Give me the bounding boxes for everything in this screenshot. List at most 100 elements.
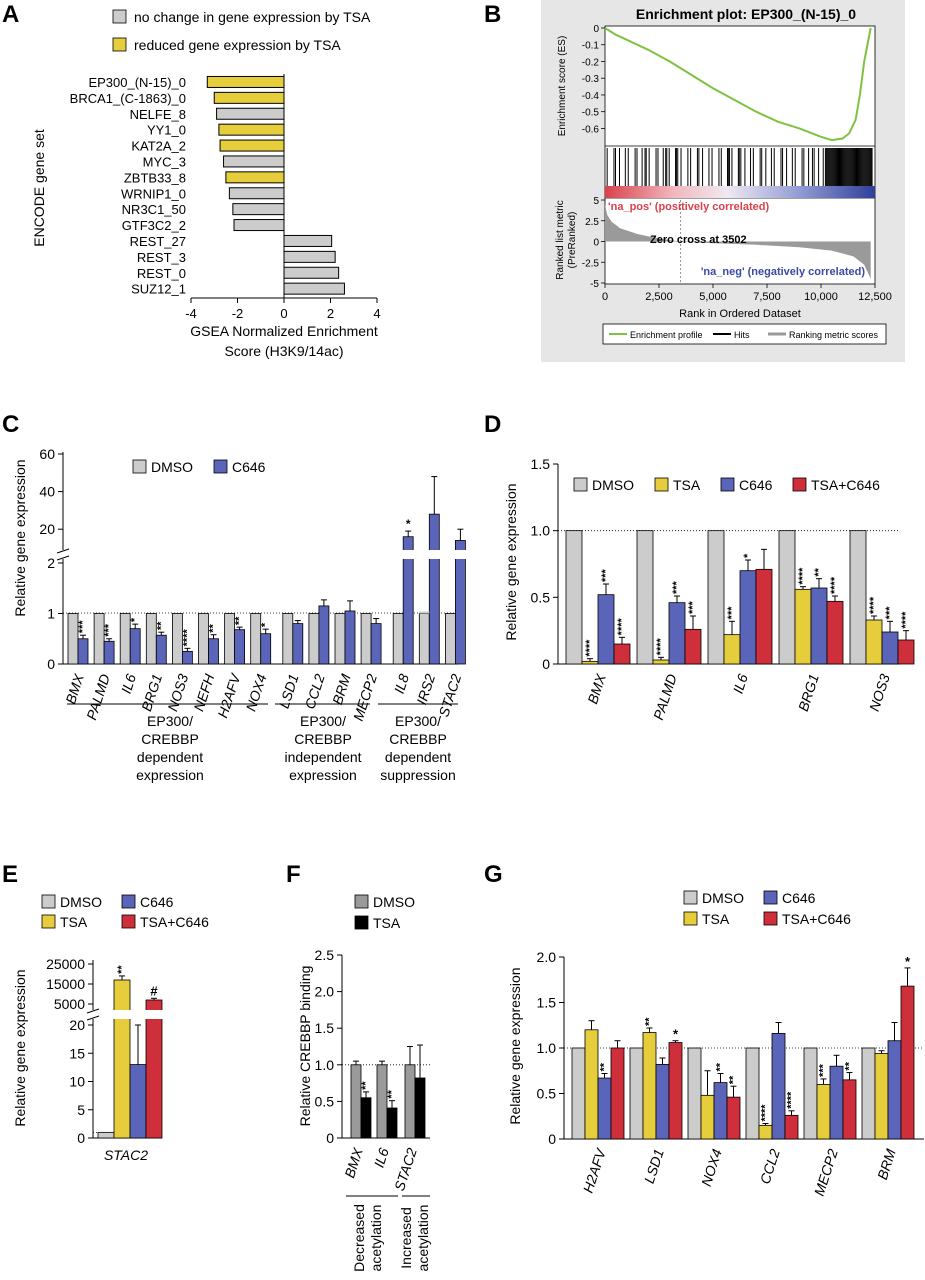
significance-tsa-brg1: **** [797, 567, 809, 585]
legend-swatch-c646 [720, 477, 735, 492]
category-label-il6: IL6 [371, 1146, 392, 1170]
bar-dmso-stac2 [444, 613, 456, 665]
legend-swatch-tsa-c646 [763, 911, 778, 926]
legend-label-metric: Ranking metric scores [789, 330, 879, 340]
significance-brg1: ** [155, 621, 167, 630]
bar-tsa-lsd1 [642, 1032, 657, 1140]
legend-swatch-dmso [41, 894, 56, 909]
metric-axis-label-line1: Ranked list metric [555, 200, 566, 279]
category-label-nox4: NOX4 [243, 672, 270, 713]
y-tick-label: 15 [69, 1045, 85, 1061]
metric-tick-label: -2.5 [582, 258, 600, 269]
bar-tsa-ccl2 [758, 1124, 773, 1140]
group-3-line4: suppression [380, 767, 456, 783]
legend-swatch-dmso [354, 894, 369, 909]
category-label-kat2a-2: KAT2A_2 [131, 139, 186, 154]
bar-c646-palmd [103, 640, 115, 665]
bar-tsa-bmx [581, 660, 599, 665]
group-3-line3: dependent [385, 749, 451, 765]
x-axis-label-line1: GSEA Normalized Enrichment [190, 323, 378, 339]
category-label-stac2: STAC2 [391, 1146, 420, 1193]
bar-c646-ccl2 [771, 1033, 786, 1140]
bar-tsa-c646-nos3 [897, 639, 915, 665]
group-1-line2: CREBBP [141, 731, 199, 747]
legend-label-tsa: TSA [702, 911, 730, 927]
bar-gtf3c2-2 [233, 219, 285, 232]
axis-break-mark [56, 555, 70, 561]
y-tick-label: 1 [47, 606, 55, 622]
bar-c646-nox4 [713, 1082, 728, 1140]
category-label-il8: IL8 [391, 672, 412, 696]
significance-h2afv: ** [234, 616, 246, 625]
category-label-nelfe-8: NELFE_8 [130, 107, 186, 122]
significance-tsa-c646-lsd1: * [673, 1027, 679, 1042]
group-2-line2: acetylation [415, 1205, 431, 1272]
category-label-palmd: PALMD [650, 672, 680, 722]
legend-label-tsa-c646: TSA+C646 [811, 477, 880, 493]
legend-swatch-dmso [132, 459, 147, 474]
y-tick-label: 0 [326, 1130, 334, 1146]
bar-tsa-stac2 [113, 979, 131, 1139]
significance-tsa-lsd1: ** [644, 1017, 656, 1026]
bar-break-gap [428, 550, 441, 559]
legend-swatch-dmso [683, 890, 698, 905]
category-label-brg1: BRG1 [795, 672, 822, 713]
bar-dmso-nos3 [849, 530, 867, 665]
legend-box [602, 323, 887, 345]
category-label-ccl2: CCL2 [301, 672, 327, 711]
bar-tsa-bmx [360, 1097, 372, 1139]
panel-letter-f: F [286, 861, 301, 888]
metric-tick-label: 2.5 [585, 217, 599, 228]
es-tick-label: -0.1 [582, 41, 600, 52]
significance-tsa-bmx: **** [584, 639, 596, 657]
negative-correlated-label: 'na_neg' (negatively correlated) [701, 266, 866, 278]
x-axis-label-line2: Score (H3K9/14ac) [224, 343, 343, 359]
category-label-nefh: NEFH [190, 671, 217, 713]
legend-swatch-tsa [683, 911, 698, 926]
bar-c646-brg1 [810, 587, 828, 665]
significance-tsa-c646-ccl2: **** [786, 1091, 798, 1109]
category-label-stac2: STAC2 [104, 1147, 148, 1163]
category-label-ep300-n-15-0: EP300_(N-15)_0 [88, 75, 186, 90]
category-label-rest-0: REST_0 [137, 266, 186, 281]
bar-tsa-c646-palmd [684, 628, 702, 665]
y-tick-label: 5000 [54, 996, 85, 1012]
bar-nr3c1-50 [232, 203, 285, 216]
panel-letter-e: E [2, 861, 18, 888]
y-tick-label: 40 [39, 484, 55, 500]
bar-zbtb33-8 [225, 171, 285, 184]
bar-tsa-palmd [652, 659, 670, 665]
y-tick-label: 0 [542, 656, 550, 672]
legend-label-tsa-c646: TSA+C646 [140, 914, 209, 930]
legend-swatch-tsa-c646 [792, 477, 807, 492]
axis-break-mark [86, 1008, 100, 1014]
bar-c646-h2afv [597, 1077, 612, 1140]
bar-break-gap [402, 550, 415, 559]
group-1-line1: Decreased [351, 1204, 367, 1272]
y-tick-label: 0 [77, 1130, 85, 1146]
significance-tsa-c646-brm: * [905, 954, 911, 969]
legend-label-dmso: DMSO [702, 890, 744, 906]
bar-dmso-il6 [376, 1064, 388, 1139]
significance-tsa-c646-nos3: **** [900, 611, 912, 629]
y-axis-label: Relative gene expression [507, 967, 523, 1124]
bar-dmso-mecp2 [803, 1047, 818, 1140]
x-tick-label: 2 [327, 306, 334, 321]
significance-tsa: ** [116, 965, 128, 974]
category-label-brm: BRM [329, 672, 354, 707]
y-tick-label: 20 [39, 521, 55, 537]
positive-correlated-label: 'na_pos' (positively correlated) [608, 201, 769, 213]
category-label-mecp2: MECP2 [811, 1147, 841, 1198]
category-label-suz12-1: SUZ12_1 [131, 282, 186, 297]
significance-tsa-nos3: **** [868, 596, 880, 614]
bar-c646-bmx [597, 594, 615, 665]
group-1-line2: acetylation [368, 1205, 384, 1272]
bar-tsa-brg1 [794, 588, 812, 665]
legend-label-tsa: TSA [60, 914, 88, 930]
significance-tsa-mecp2: *** [818, 1063, 830, 1077]
panel-f: F Relative CREBBP binding DMSO TSA 0 0.5 1… [286, 861, 431, 1272]
category-label-nos3: NOS3 [164, 672, 191, 713]
legend-swatch-c646 [763, 890, 778, 905]
bar-tsa-c646-ccl2 [784, 1114, 799, 1140]
